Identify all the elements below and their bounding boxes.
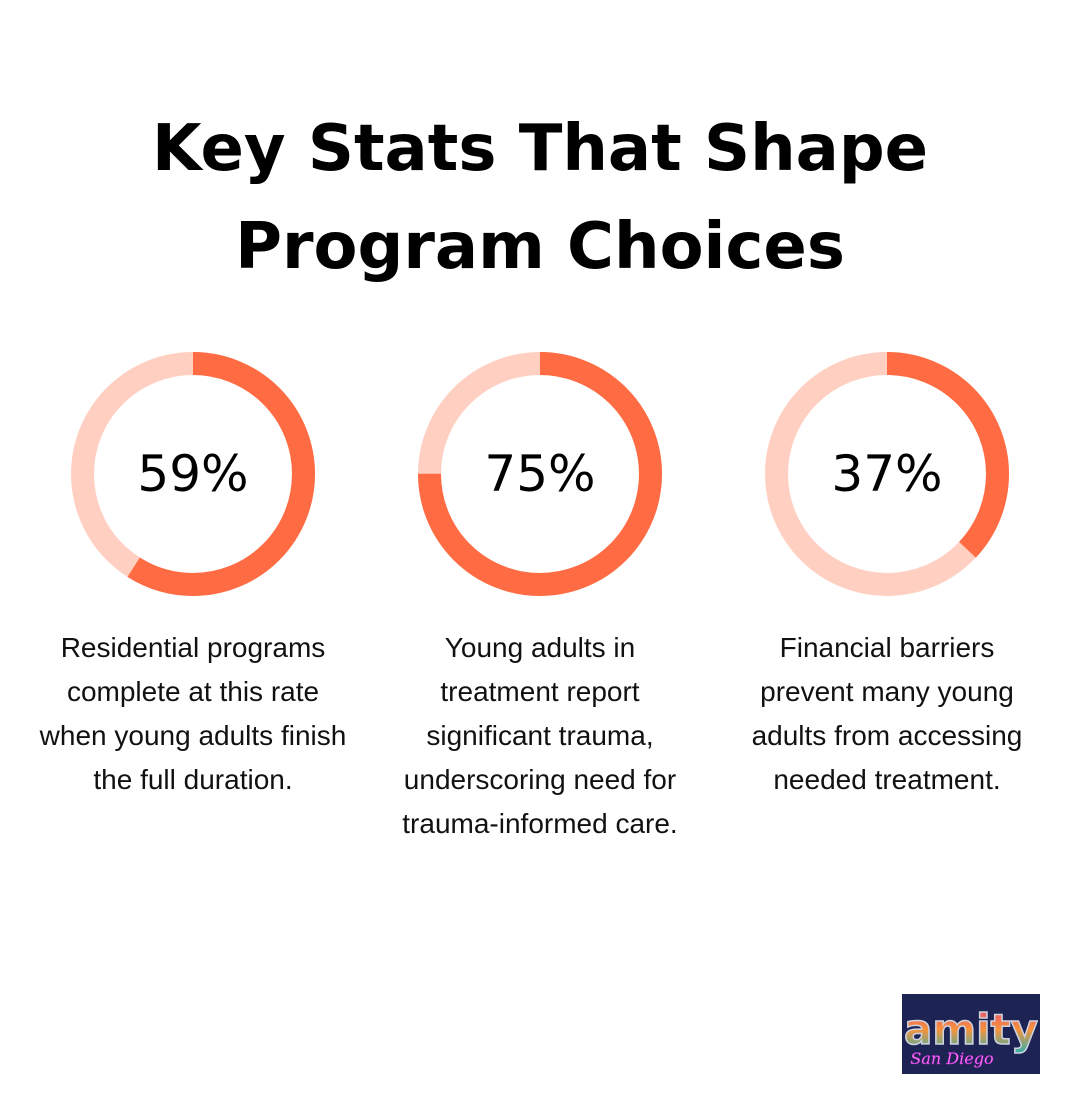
- donut-chart: [71, 352, 315, 596]
- title-line-2: Program Choices: [235, 210, 845, 284]
- svg-text:amity: amity: [904, 1005, 1038, 1054]
- donut-chart: [418, 352, 662, 596]
- stat-description: Financial barriers prevent many young ad…: [751, 632, 1023, 795]
- stat-percent: 37%: [831, 445, 943, 503]
- page-title: Key Stats That Shape Program Choices: [0, 100, 1080, 296]
- stat-card: 37% Financial barriers prevent many youn…: [732, 352, 1042, 802]
- donut-value-arc: [765, 352, 1009, 596]
- title-line-1: Key Stats That Shape: [151, 112, 929, 186]
- donut-value-arc: [418, 352, 662, 596]
- stat-description: Young adults in treatment report signifi…: [402, 632, 678, 839]
- donut-chart: [765, 352, 1009, 596]
- stat-percent: 59%: [137, 445, 249, 503]
- amity-logo: amity San Diego: [902, 994, 1040, 1074]
- stat-card: 75% Young adults in treatment report sig…: [385, 352, 695, 846]
- donut-value-arc: [71, 352, 315, 596]
- svg-text:San Diego: San Diego: [910, 1049, 993, 1068]
- stat-card: 59% Residential programs complete at thi…: [38, 352, 348, 802]
- stat-description: Residential programs complete at this ra…: [39, 632, 347, 795]
- stat-percent: 75%: [484, 445, 596, 503]
